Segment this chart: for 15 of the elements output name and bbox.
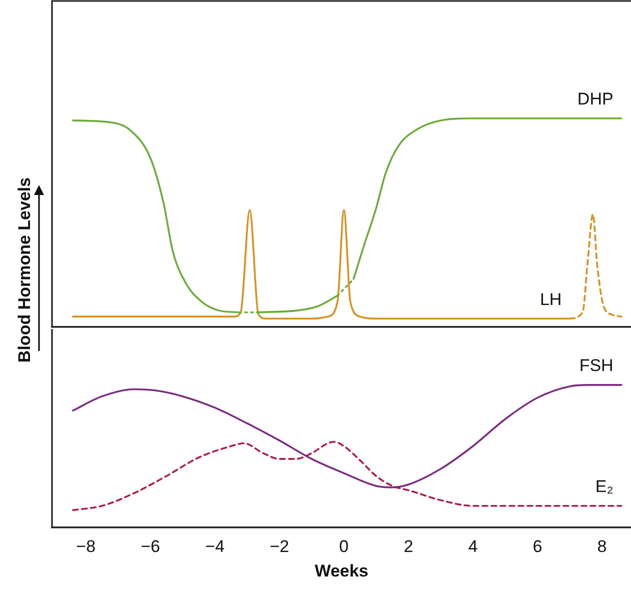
series-label: DHP bbox=[577, 90, 614, 109]
x-tick-label: 2 bbox=[404, 537, 414, 556]
series-label: E₂ bbox=[595, 477, 614, 496]
x-tick-label: −4 bbox=[205, 537, 225, 556]
series-label: LH bbox=[540, 290, 562, 309]
x-tick-label: 8 bbox=[597, 537, 607, 556]
x-tick-label: −8 bbox=[76, 537, 96, 556]
x-axis-title: Weeks bbox=[314, 561, 368, 580]
x-tick-label: 6 bbox=[532, 537, 542, 556]
x-tick-label: −2 bbox=[270, 537, 290, 556]
x-tick-label: 4 bbox=[468, 537, 478, 556]
y-axis-title: Blood Hormone Levels bbox=[15, 177, 35, 363]
x-tick-label: 0 bbox=[339, 537, 349, 556]
series-label: FSH bbox=[579, 356, 614, 376]
x-tick-label: −6 bbox=[140, 537, 160, 556]
